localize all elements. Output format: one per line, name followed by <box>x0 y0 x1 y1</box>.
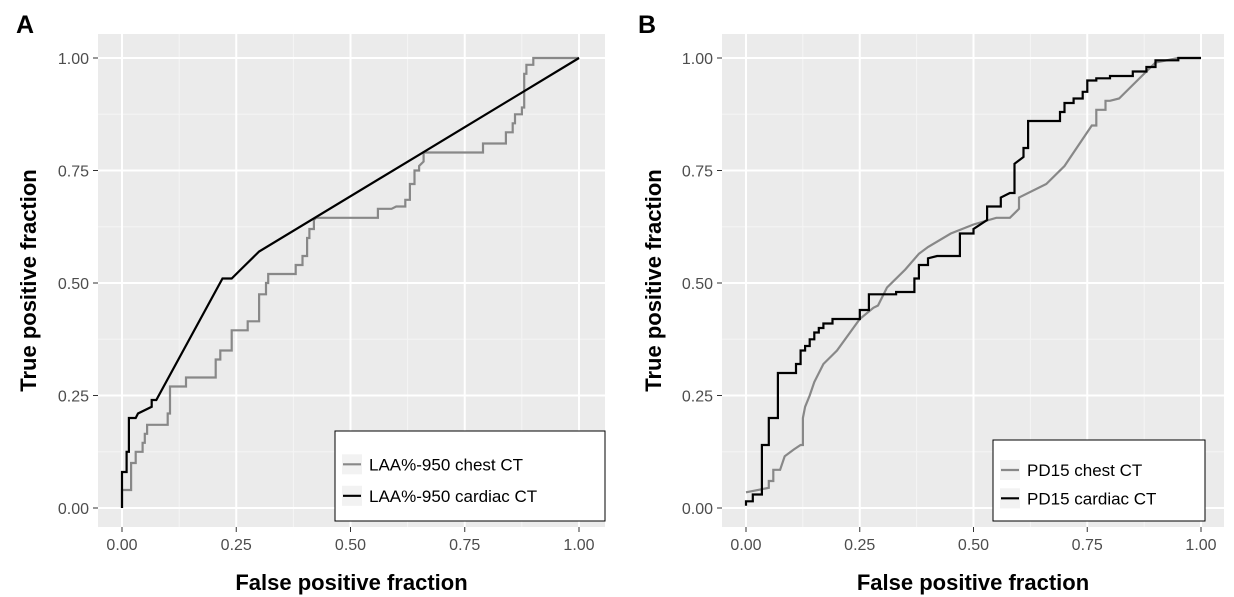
legend: LAA%-950 chest CT LAA%-950 cardiac CT <box>334 430 606 522</box>
y-tick-label: 1.00 <box>682 51 713 68</box>
series-line-chest-ct <box>120 56 579 508</box>
legend-label: PD15 cardiac CT <box>1027 489 1156 508</box>
x-tick-label: 0.50 <box>958 537 989 554</box>
x-tick-label: 0.75 <box>449 537 480 554</box>
legend-label: PD15 chest CT <box>1027 461 1142 480</box>
x-tick-label: 0.75 <box>1072 537 1103 554</box>
x-tick-label: 0.50 <box>335 537 366 554</box>
x-tick-label: 1.00 <box>563 537 594 554</box>
panel-letter: A <box>16 11 34 39</box>
series-line-chest-ct <box>745 56 1201 494</box>
x-tick-label: 1.00 <box>1185 537 1216 554</box>
x-axis-label: False positive fraction <box>235 570 467 595</box>
x-axis-label: False positive fraction <box>857 570 1089 595</box>
y-tick-label: 0.00 <box>682 501 713 518</box>
y-axis-label: True positive fraction <box>641 169 666 392</box>
y-tick-label: 1.00 <box>58 51 89 68</box>
series-line-cardiac-ct <box>120 57 580 508</box>
panel-letter: B <box>638 11 656 39</box>
y-tick-label: 0.25 <box>682 389 713 406</box>
y-tick-label: 0.00 <box>58 501 89 518</box>
x-tick-label: 0.00 <box>730 537 761 554</box>
y-axis-label: True positive fraction <box>16 169 41 392</box>
legend: PD15 chest CT PD15 cardiac CT <box>992 439 1206 522</box>
legend-box <box>992 439 1206 522</box>
y-tick-label: 0.25 <box>58 389 89 406</box>
y-tick-label: 0.50 <box>682 276 713 293</box>
legend-label: LAA%-950 chest CT <box>369 455 523 474</box>
panel-a: A 0.00 0.25 0.50 0.75 1.00 0.00 0.25 0.50 0.75 1.0… <box>16 11 606 595</box>
legend-box <box>334 430 606 522</box>
y-tick-label: 0.50 <box>58 276 89 293</box>
legend-label: LAA%-950 cardiac CT <box>369 487 537 506</box>
x-tick-label: 0.25 <box>221 537 252 554</box>
y-tick-label: 0.75 <box>682 164 713 181</box>
panel-b: B 0.00 0.25 0.50 0.75 1.00 0.00 0.25 0.50 0.75 1.0… <box>638 11 1224 595</box>
x-tick-label: 0.25 <box>844 537 875 554</box>
x-tick-label: 0.00 <box>106 537 137 554</box>
y-tick-label: 0.75 <box>58 164 89 181</box>
series-line-cardiac-ct <box>744 56 1201 506</box>
